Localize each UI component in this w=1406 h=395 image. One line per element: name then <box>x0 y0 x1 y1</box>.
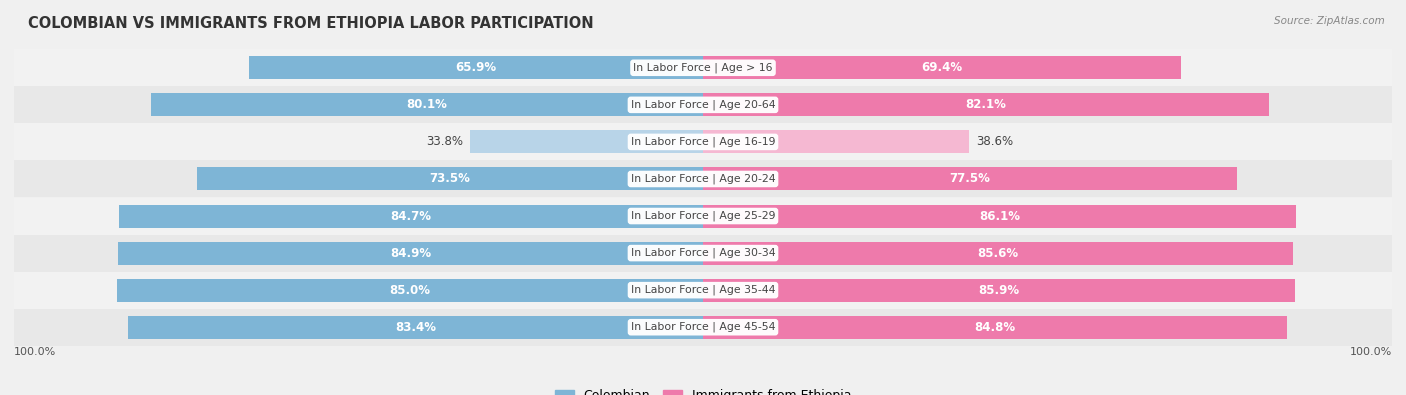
Bar <box>14 308 1392 346</box>
Legend: Colombian, Immigrants from Ethiopia: Colombian, Immigrants from Ethiopia <box>550 384 856 395</box>
Text: In Labor Force | Age > 16: In Labor Force | Age > 16 <box>633 62 773 73</box>
Bar <box>703 167 1237 190</box>
Bar <box>14 87 1392 123</box>
Bar <box>14 235 1392 272</box>
Bar <box>703 56 1181 79</box>
Text: COLOMBIAN VS IMMIGRANTS FROM ETHIOPIA LABOR PARTICIPATION: COLOMBIAN VS IMMIGRANTS FROM ETHIOPIA LA… <box>28 16 593 31</box>
Bar <box>703 316 1288 339</box>
Text: 77.5%: 77.5% <box>949 173 990 186</box>
Text: 33.8%: 33.8% <box>426 135 463 149</box>
Text: 69.4%: 69.4% <box>921 61 963 74</box>
Bar <box>14 198 1392 235</box>
Text: In Labor Force | Age 16-19: In Labor Force | Age 16-19 <box>631 137 775 147</box>
Text: 73.5%: 73.5% <box>429 173 470 186</box>
Text: 83.4%: 83.4% <box>395 321 436 334</box>
Bar <box>703 242 1292 265</box>
Text: In Labor Force | Age 20-24: In Labor Force | Age 20-24 <box>631 174 775 184</box>
Bar <box>249 56 703 79</box>
Text: 84.8%: 84.8% <box>974 321 1015 334</box>
Text: 85.0%: 85.0% <box>389 284 430 297</box>
Text: 85.9%: 85.9% <box>979 284 1019 297</box>
Bar <box>117 278 703 302</box>
Bar <box>703 278 1295 302</box>
Text: 100.0%: 100.0% <box>14 347 56 357</box>
Text: Source: ZipAtlas.com: Source: ZipAtlas.com <box>1274 16 1385 26</box>
Text: In Labor Force | Age 45-54: In Labor Force | Age 45-54 <box>631 322 775 333</box>
Text: 38.6%: 38.6% <box>976 135 1012 149</box>
Text: In Labor Force | Age 35-44: In Labor Force | Age 35-44 <box>631 285 775 295</box>
Text: 65.9%: 65.9% <box>456 61 496 74</box>
Text: 100.0%: 100.0% <box>1350 347 1392 357</box>
Bar <box>197 167 703 190</box>
Bar <box>703 93 1268 117</box>
Text: 80.1%: 80.1% <box>406 98 447 111</box>
Text: In Labor Force | Age 30-34: In Labor Force | Age 30-34 <box>631 248 775 258</box>
Bar <box>14 123 1392 160</box>
Bar <box>14 160 1392 198</box>
Text: 84.9%: 84.9% <box>389 246 432 260</box>
Text: 84.7%: 84.7% <box>391 209 432 222</box>
Bar <box>120 205 703 228</box>
Bar <box>470 130 703 153</box>
Text: 86.1%: 86.1% <box>979 209 1021 222</box>
Text: In Labor Force | Age 25-29: In Labor Force | Age 25-29 <box>631 211 775 221</box>
Bar <box>152 93 703 117</box>
Bar <box>703 130 969 153</box>
Text: 85.6%: 85.6% <box>977 246 1018 260</box>
Bar <box>118 242 703 265</box>
Bar <box>14 272 1392 308</box>
Bar <box>128 316 703 339</box>
Text: 82.1%: 82.1% <box>966 98 1007 111</box>
Bar <box>703 205 1296 228</box>
Text: In Labor Force | Age 20-64: In Labor Force | Age 20-64 <box>631 100 775 110</box>
Bar <box>14 49 1392 87</box>
